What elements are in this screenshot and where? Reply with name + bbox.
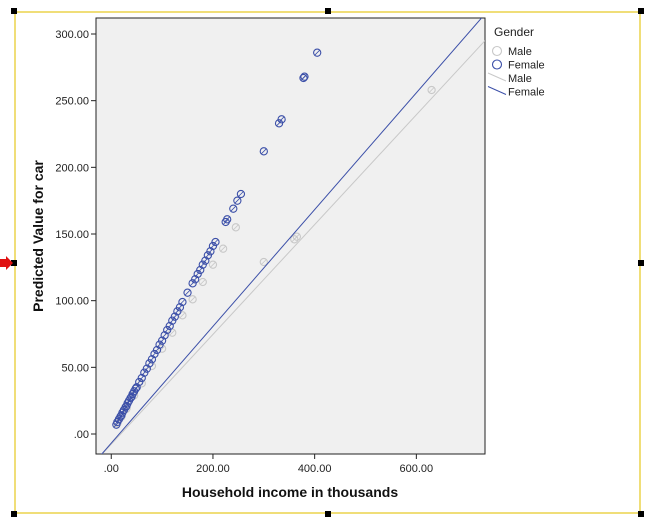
x-axis-title: Household income in thousands <box>182 484 398 500</box>
plot-area <box>95 17 486 455</box>
y-tick-label: 50.00 <box>61 362 89 374</box>
data-point-female <box>183 288 192 297</box>
fit-line-female <box>101 18 483 454</box>
data-point-male <box>188 295 197 304</box>
x-tick-label: .00 <box>104 463 119 475</box>
data-point-female <box>259 147 268 156</box>
data-point-male <box>198 277 207 287</box>
resize-handle-bottom-center[interactable] <box>325 511 331 517</box>
data-point-male <box>231 223 240 232</box>
data-point-female <box>223 215 232 224</box>
legend-label-female: Female <box>508 87 545 99</box>
y-tick-label: .00 <box>74 429 89 441</box>
data-point-female <box>233 196 242 205</box>
data-point-female <box>300 72 309 81</box>
x-tick-label: 600.00 <box>400 463 434 475</box>
selection-arrow-icon <box>0 256 13 270</box>
data-point-female <box>236 189 246 199</box>
legend-label-male: Male <box>508 46 532 58</box>
x-tick-label: 400.00 <box>298 463 332 475</box>
resize-handle-bottom-right[interactable] <box>638 511 644 517</box>
x-tick-label: 200.00 <box>196 463 230 475</box>
legend-marker-female <box>491 59 503 70</box>
data-point-male <box>259 257 268 267</box>
y-tick-label: 100.00 <box>55 296 89 308</box>
y-tick-label: 150.00 <box>55 229 89 241</box>
data-point-male <box>208 260 218 269</box>
data-point-female <box>229 204 238 213</box>
data-point-female <box>211 237 220 247</box>
data-point-male <box>427 85 436 95</box>
legend-label-female: Female <box>508 60 545 72</box>
data-point-male <box>292 232 302 241</box>
data-point-male <box>178 311 187 320</box>
legend-line-female <box>487 86 507 95</box>
resize-handle-bottom-left[interactable] <box>11 511 17 517</box>
legend-label-male: Male <box>508 73 532 85</box>
data-point-female <box>277 115 286 124</box>
data-point-female <box>178 297 187 307</box>
resize-handle-top-left[interactable] <box>11 8 17 14</box>
resize-handle-top-right[interactable] <box>638 8 644 14</box>
resize-handle-top-center[interactable] <box>325 8 331 14</box>
fit-line-male <box>101 40 485 454</box>
data-point-male <box>218 244 228 253</box>
data-point-female <box>313 48 322 57</box>
y-tick-label: 300.00 <box>55 29 89 41</box>
legend-line-male <box>487 72 507 82</box>
y-tick-label: 200.00 <box>55 162 89 174</box>
legend-marker-male <box>491 45 503 57</box>
y-axis-title: Predicted Value for car <box>30 160 46 312</box>
legend-title: Gender <box>494 25 534 39</box>
resize-handle-middle-right[interactable] <box>638 260 644 266</box>
resize-handle-middle-left[interactable] <box>11 260 17 266</box>
y-tick-label: 250.00 <box>55 96 89 108</box>
